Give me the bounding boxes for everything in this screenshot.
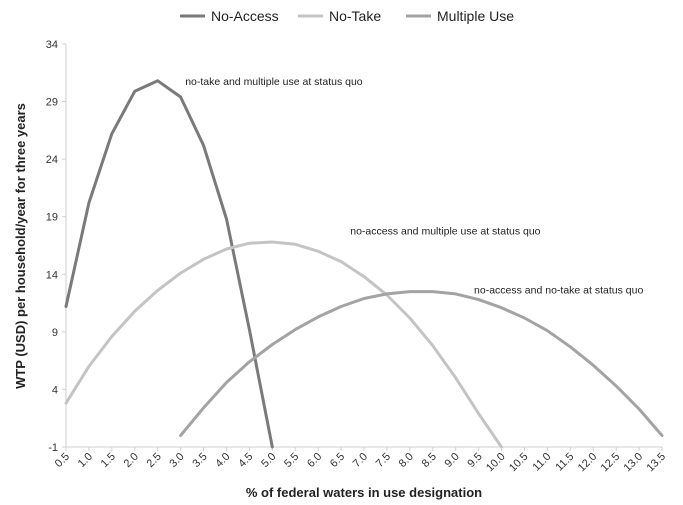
legend: No-Access No-Take Multiple Use (180, 8, 514, 24)
x-tick-label: 1.5 (99, 451, 118, 470)
series-line-no-access (64, 79, 274, 449)
x-tick-label: 2.5 (145, 451, 164, 470)
y-tick-label: 14 (46, 269, 58, 281)
x-tick-label: 11.0 (530, 451, 553, 474)
x-tick-label: 13.0 (622, 451, 646, 475)
x-tick-label: 10.0 (484, 451, 508, 475)
x-tick-label: 8.0 (397, 451, 416, 470)
legend-label: No-Take (329, 8, 381, 24)
y-tick-label: 34 (46, 39, 58, 51)
x-tick-label: 9.0 (443, 451, 462, 470)
x-axis-title: % of federal waters in use designation (246, 485, 482, 500)
x-tick-label: 1.0 (76, 451, 95, 470)
y-tick-label: -1 (48, 442, 58, 454)
series-line-multiple-use (179, 290, 664, 437)
x-tick-label: 3.0 (167, 451, 186, 470)
x-tick-label: 8.5 (420, 451, 439, 470)
x-tick-label: 3.5 (190, 451, 209, 470)
x-tick-label: 5.5 (282, 451, 301, 470)
legend-label: Multiple Use (437, 8, 514, 24)
x-tick-label: 6.5 (328, 451, 347, 470)
x-tick-label: 12.5 (599, 451, 623, 475)
x-tick-label: 6.0 (305, 451, 324, 470)
annotation-label: no-access and no-take at status quo (474, 284, 643, 296)
legend-label: No-Access (211, 8, 279, 24)
x-tick-label: 7.5 (374, 451, 393, 470)
x-tick-label: 7.0 (351, 451, 370, 470)
series-line-no-take (64, 240, 503, 449)
x-tick-label: 4.0 (213, 451, 232, 470)
x-tick-label: 13.5 (644, 451, 668, 475)
series-lines (64, 79, 664, 449)
y-tick-label: 24 (46, 154, 58, 166)
y-axis-title: WTP (USD) per household/year for three y… (13, 103, 28, 389)
y-tick-label: 9 (52, 327, 58, 339)
y-tick-label: 19 (46, 212, 58, 224)
annotation-label: no-take and multiple use at status quo (185, 76, 363, 88)
x-tick-label: 12.0 (576, 451, 600, 475)
x-tick-label: 4.5 (236, 451, 255, 470)
x-tick-label: 9.5 (465, 451, 484, 470)
x-tick-label: 5.0 (259, 451, 278, 470)
x-tick-label: 2.0 (122, 451, 141, 470)
y-tick-label: 4 (52, 384, 58, 396)
x-tick-label: 10.5 (507, 451, 531, 475)
x-tick-label: 11.5 (553, 451, 576, 474)
annotations: no-take and multiple use at status quo no… (185, 76, 643, 296)
annotation-label: no-access and multiple use at status quo (350, 226, 540, 238)
y-tick-label: 29 (46, 97, 58, 109)
